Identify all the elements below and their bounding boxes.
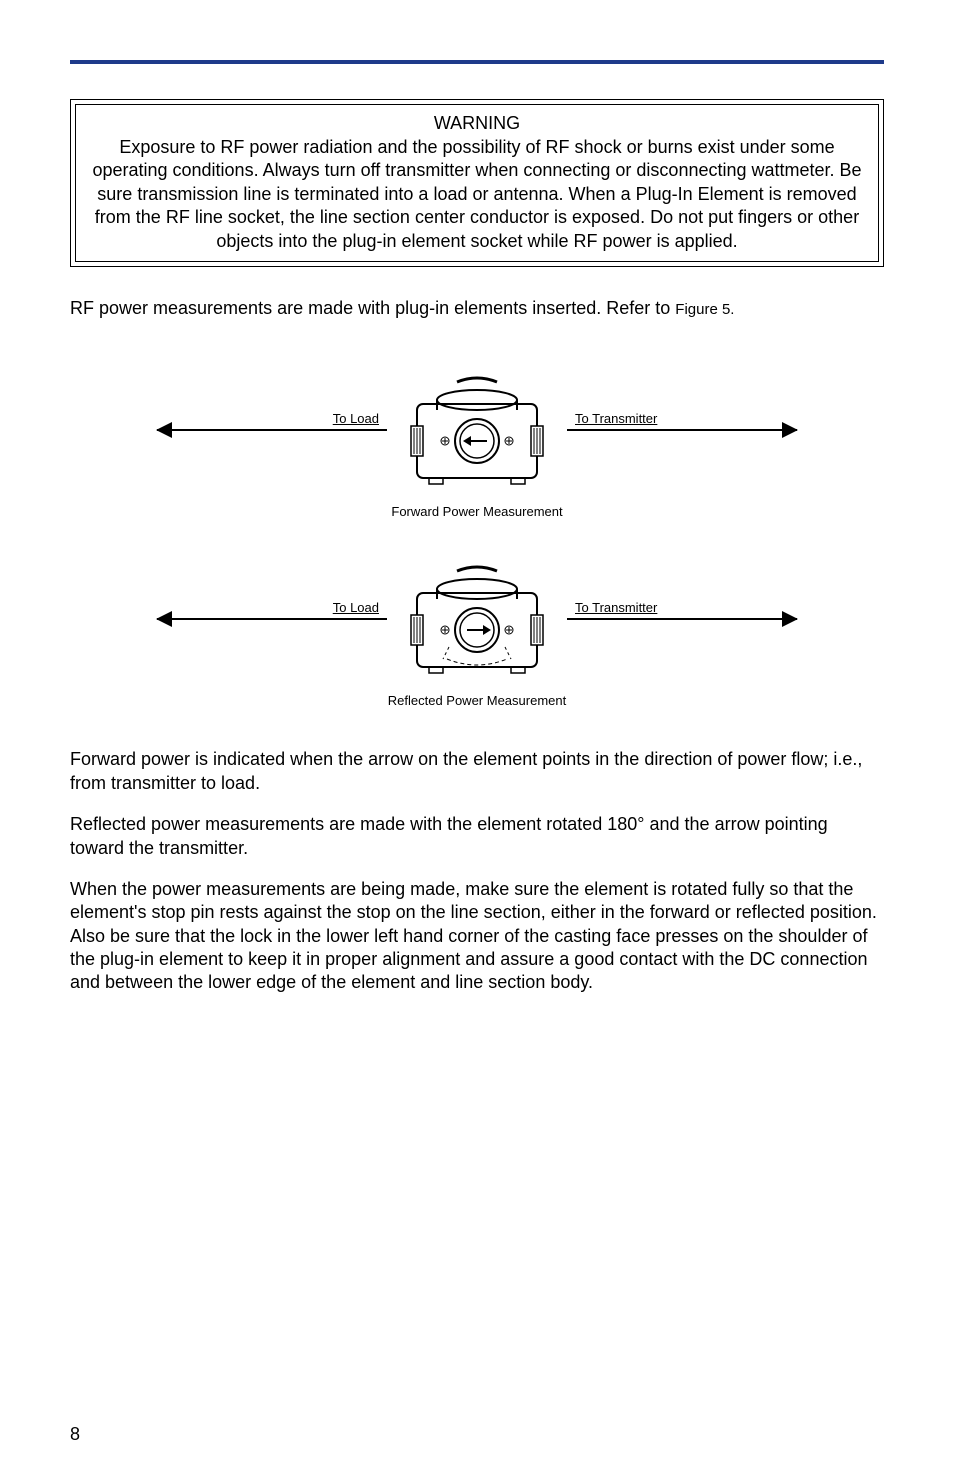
- forward-left-arrow: To Load: [157, 429, 387, 431]
- device-icon: [387, 559, 567, 679]
- device-icon: [387, 370, 567, 490]
- reflected-diagram: To Load: [157, 559, 797, 708]
- intro-paragraph: RF power measurements are made with plug…: [70, 297, 884, 320]
- forward-right-label: To Transmitter: [575, 411, 657, 426]
- page-number: 8: [70, 1424, 80, 1445]
- reflected-right-arrow: To Transmitter: [567, 618, 797, 620]
- reflected-caption: Reflected Power Measurement: [157, 693, 797, 708]
- top-rule: [70, 60, 884, 64]
- paragraph-4: When the power measurements are being ma…: [70, 878, 884, 995]
- figure-ref: Figure 5.: [675, 301, 734, 318]
- warning-body: Exposure to RF power radiation and the p…: [88, 136, 866, 253]
- diagrams-region: To Load: [157, 370, 797, 708]
- forward-diagram: To Load: [157, 370, 797, 519]
- warning-box: WARNING Exposure to RF power radiation a…: [70, 99, 884, 267]
- forward-right-arrow: To Transmitter: [567, 429, 797, 431]
- reflected-right-label: To Transmitter: [575, 600, 657, 615]
- reflected-left-label: To Load: [333, 600, 379, 615]
- forward-caption: Forward Power Measurement: [157, 504, 797, 519]
- warning-inner: WARNING Exposure to RF power radiation a…: [75, 104, 879, 262]
- paragraph-2: Forward power is indicated when the arro…: [70, 748, 884, 795]
- intro-lead: RF power measurements are made with plug…: [70, 298, 675, 318]
- warning-title: WARNING: [88, 113, 866, 134]
- forward-left-label: To Load: [333, 411, 379, 426]
- reflected-left-arrow: To Load: [157, 618, 387, 620]
- paragraph-3: Reflected power measurements are made wi…: [70, 813, 884, 860]
